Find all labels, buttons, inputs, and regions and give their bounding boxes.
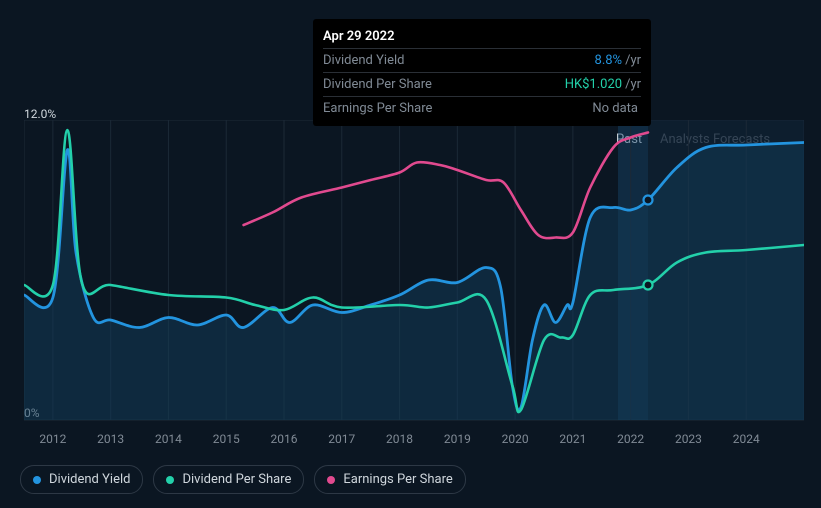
legend-item-earnings-per-share[interactable]: Earnings Per Share	[314, 465, 465, 494]
x-tick: 2022	[617, 432, 644, 446]
x-tick: 2013	[97, 432, 124, 446]
legend-dot-icon	[33, 476, 41, 484]
legend-item-dividend-per-share[interactable]: Dividend Per Share	[153, 465, 304, 494]
tooltip-value: 8.8%	[595, 53, 623, 68]
x-tick: 2024	[733, 432, 760, 446]
tooltip-date: Apr 29 2022	[323, 25, 641, 48]
x-tick: 2014	[155, 432, 182, 446]
tooltip-row: Earnings Per Share No data	[323, 96, 641, 120]
tooltip-unit: /yr	[625, 53, 641, 68]
tooltip-value: No data	[592, 101, 638, 116]
x-tick: 2017	[328, 432, 355, 446]
x-axis: 2012 2013 2014 2015 2016 2017 2018 2019 2020 2021…	[24, 432, 804, 452]
chart-tooltip: Apr 29 2022 Dividend Yield 8.8%/yr Divid…	[313, 19, 651, 126]
x-tick: 2019	[444, 432, 471, 446]
x-tick: 2016	[271, 432, 298, 446]
x-tick: 2012	[39, 432, 66, 446]
tooltip-label: Dividend Per Share	[323, 77, 432, 92]
x-tick: 2021	[559, 432, 586, 446]
legend: Dividend Yield Dividend Per Share Earnin…	[20, 465, 466, 494]
tooltip-value: HK$1.020	[565, 77, 622, 92]
tooltip-label: Earnings Per Share	[323, 101, 432, 116]
dividend-chart	[24, 120, 804, 430]
legend-label: Earnings Per Share	[343, 472, 452, 487]
tooltip-unit: /yr	[625, 77, 641, 92]
legend-dot-icon	[166, 476, 174, 484]
x-tick: 2020	[502, 432, 529, 446]
legend-item-dividend-yield[interactable]: Dividend Yield	[20, 465, 143, 494]
x-tick: 2015	[213, 432, 240, 446]
tooltip-label: Dividend Yield	[323, 53, 404, 68]
legend-dot-icon	[327, 476, 335, 484]
y-axis-label-max: 12.0%	[24, 107, 56, 121]
x-tick: 2018	[386, 432, 413, 446]
x-tick: 2023	[675, 432, 702, 446]
legend-label: Dividend Yield	[49, 472, 130, 487]
tooltip-row: Dividend Yield 8.8%/yr	[323, 48, 641, 72]
tooltip-row: Dividend Per Share HK$1.020/yr	[323, 72, 641, 96]
legend-label: Dividend Per Share	[182, 472, 291, 487]
